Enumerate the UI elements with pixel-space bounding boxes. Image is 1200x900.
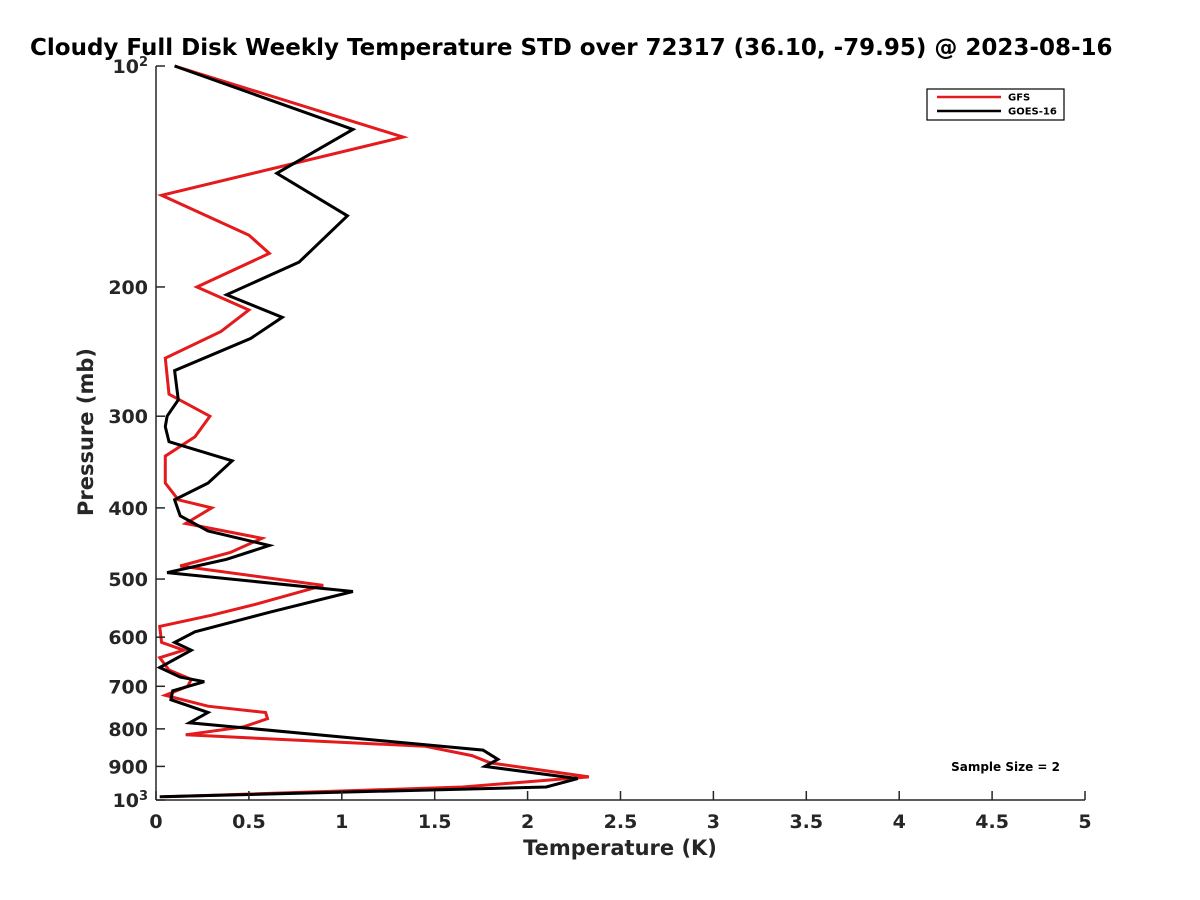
x-tick-label: 0.5 bbox=[232, 811, 266, 833]
y-axis-label: Pressure (mb) bbox=[74, 348, 98, 516]
axes: 0 0.5 1 1.5 2 2.5 3 3.5 4 4.5 5 102 200 300 400 500 600 7… bbox=[108, 55, 1091, 834]
y-tick-label: 700 bbox=[108, 676, 148, 698]
x-tick-label: 2.5 bbox=[604, 811, 638, 833]
x-tick-label: 3.5 bbox=[789, 811, 823, 833]
x-tick-label: 1 bbox=[335, 811, 348, 833]
y-tick-label: 103 bbox=[113, 789, 149, 813]
series-lines bbox=[156, 64, 590, 799]
y-tick-label: 900 bbox=[108, 756, 148, 778]
y-tick-label: 400 bbox=[108, 498, 148, 520]
x-tick-label: 1.5 bbox=[418, 811, 452, 833]
x-tick-label: 2 bbox=[521, 811, 534, 833]
y-tick-label: 600 bbox=[108, 627, 148, 649]
chart-title: Cloudy Full Disk Weekly Temperature STD … bbox=[30, 35, 1113, 61]
x-tick-label: 3 bbox=[707, 811, 720, 833]
series-line-goes-16 bbox=[156, 64, 579, 799]
y-tick-label: 500 bbox=[108, 569, 148, 591]
sample-size-annotation: Sample Size = 2 bbox=[951, 760, 1060, 774]
x-tick-label: 0 bbox=[149, 811, 162, 833]
series-line-gfs bbox=[157, 64, 590, 799]
legend-label-gfs: GFS bbox=[1008, 93, 1030, 104]
x-tick-label: 4.5 bbox=[975, 811, 1009, 833]
legend: GFS GOES-16 bbox=[926, 88, 1065, 121]
y-tick-label: 200 bbox=[108, 277, 148, 299]
x-tick-label: 5 bbox=[1078, 811, 1091, 833]
x-axis-label: Temperature (K) bbox=[523, 836, 717, 860]
legend-label-goes-16: GOES-16 bbox=[1008, 107, 1057, 118]
legend-box bbox=[926, 88, 1065, 121]
y-tick-label: 300 bbox=[108, 406, 148, 428]
y-tick-label: 102 bbox=[113, 55, 149, 79]
x-tick-label: 4 bbox=[893, 811, 906, 833]
y-tick-label: 800 bbox=[108, 719, 148, 741]
